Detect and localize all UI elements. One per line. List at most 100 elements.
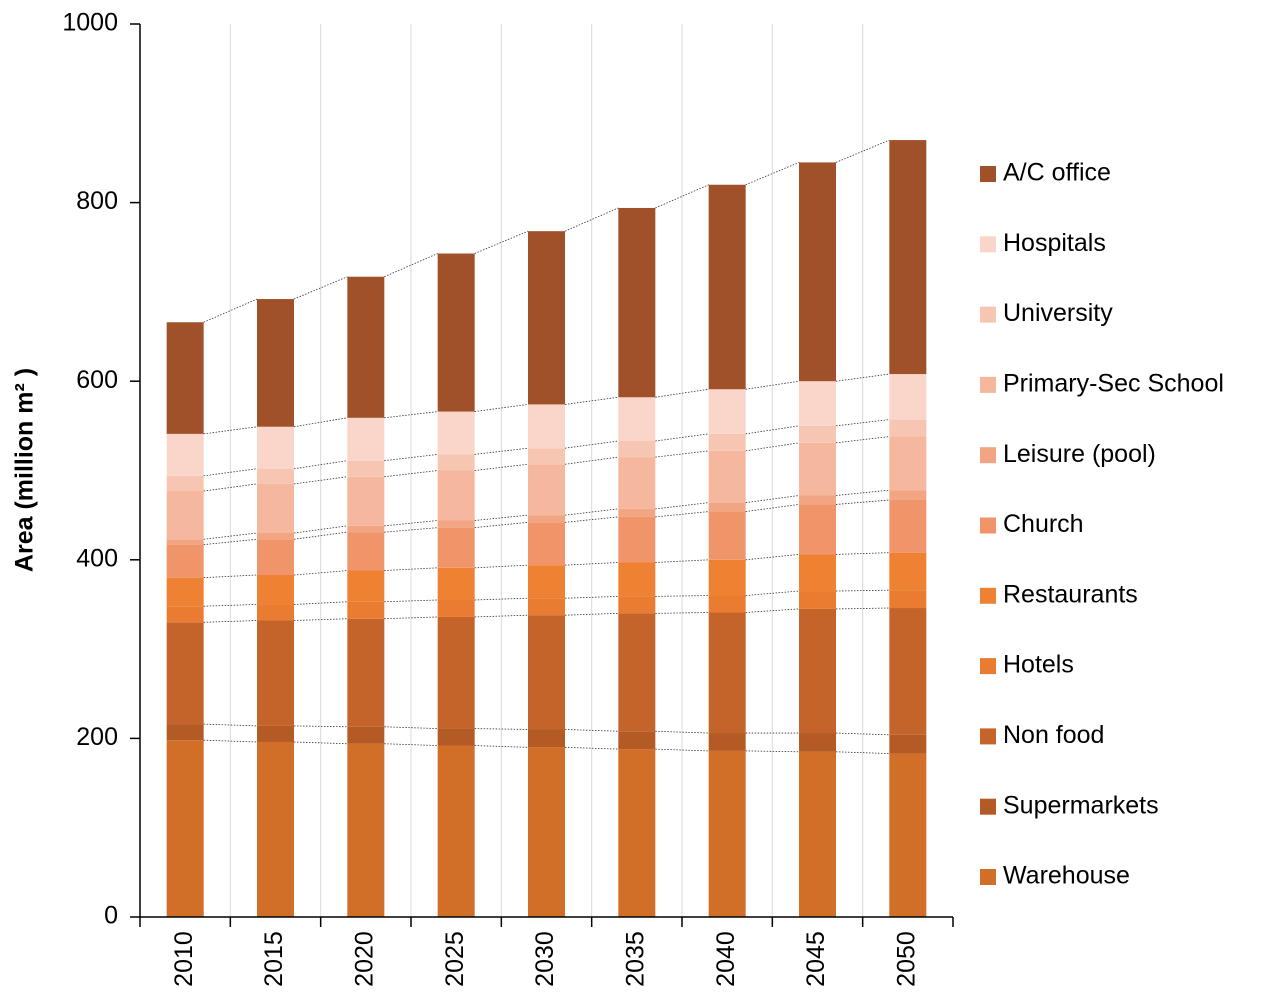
bar-segment [528,598,565,616]
bar-segment [708,389,746,434]
legend-label: Supermarkets [1003,791,1159,819]
bar-segment [166,544,204,578]
y-tick-label: 0 [104,902,118,930]
connector-line [745,162,800,186]
bar-segment [708,559,746,596]
legend-swatch [980,869,996,885]
bar-segment [708,450,746,503]
bar-segment [708,433,746,451]
bar-segment [889,374,927,420]
legend-label: Primary-Sec School [1003,370,1224,398]
bar-segment [618,397,656,442]
y-tick-label: 800 [76,187,118,215]
bar-segment [437,470,475,521]
bar-segment [166,724,204,741]
bar-segment [437,520,475,528]
bar-segment [708,184,746,390]
bar-segment [257,533,294,540]
legend-label: Non food [1003,721,1104,749]
y-tick-label: 1000 [62,9,118,37]
bar-segment [528,565,565,599]
bar-segment [528,464,565,516]
bar-segment [618,596,656,614]
connector-line [474,230,529,254]
bar-segment [347,570,385,602]
bar-segment [528,729,565,748]
x-tick-label: 2050 [892,931,920,987]
x-tick-label: 2030 [531,931,559,987]
y-tick-label: 200 [76,723,118,751]
bar-segment [347,726,385,744]
bar-segment [708,612,746,734]
bar-segment [437,411,475,455]
bar-segment [257,426,294,469]
connector-line [293,417,348,428]
bar-segment [889,753,927,917]
bar-segment [257,574,294,605]
legend-swatch [980,587,996,604]
bar-segment [708,733,746,751]
bar-segment [437,745,475,917]
connector-line [203,298,258,323]
legend-label: Hotels [1003,651,1074,679]
bar-segment [347,460,385,477]
bar-segment [347,601,385,619]
legend-label: Restaurants [1003,580,1138,608]
bar-segment [618,508,656,517]
legend-swatch [980,236,996,253]
bar-segment [347,476,385,526]
bar-segment [799,554,836,592]
legend-swatch [980,447,996,464]
bar-segment [257,299,294,427]
connector-line [384,253,438,278]
bar-segment [437,253,475,412]
legend-swatch [980,798,996,815]
bar-segment [437,567,475,600]
bar-segment [618,731,656,750]
bar-segment [257,725,294,742]
x-tick-label: 2035 [621,931,649,987]
bar-segment [528,448,565,465]
bar-segment [257,539,294,575]
bar-segment [889,490,927,500]
bar-segment [437,599,475,617]
bar-segment [166,322,204,434]
legend-swatch [980,306,996,323]
bar-segment [528,231,565,405]
bar-segment [166,475,204,492]
bar-segment [889,590,927,609]
bar-segment [618,749,656,917]
bar-segment [257,741,294,917]
bar-segment [799,733,836,752]
bar-segment [799,608,836,734]
bar-segment [347,743,385,917]
bar-segment [618,613,656,732]
bar-segment [889,734,927,754]
bar-segment [166,433,204,476]
bar-segment [799,591,836,609]
bar-segment [528,747,565,917]
bar-segment [799,162,836,382]
connector-line [293,276,348,300]
bar-segment [889,608,927,735]
bar-segment [166,491,204,540]
bar-segment [799,495,836,505]
bar-segment [889,419,927,437]
bar-segment [166,539,204,545]
connector-line [835,139,890,163]
x-tick-label: 2040 [712,931,740,987]
x-tick-label: 2025 [441,931,469,987]
connector-line [655,184,709,209]
bar-segment [437,527,475,568]
bar-segment [708,511,746,560]
y-axis-title: Area (million m² ) [11,368,39,572]
bar-segment [347,532,385,571]
legend-swatch [980,376,996,393]
legend-label: Hospitals [1003,229,1106,257]
legend-swatch [980,517,996,534]
bar-segment [437,454,475,471]
bar-segment [708,750,746,917]
x-tick-label: 2010 [170,931,198,987]
